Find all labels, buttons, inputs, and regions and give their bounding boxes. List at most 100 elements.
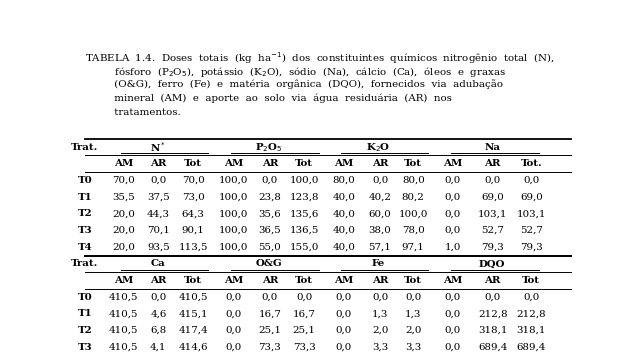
- Text: 44,3: 44,3: [147, 209, 170, 218]
- Text: Tot: Tot: [295, 276, 313, 285]
- Text: 37,5: 37,5: [147, 193, 170, 202]
- Text: 0,0: 0,0: [372, 293, 388, 302]
- Text: K$_2$O: K$_2$O: [367, 141, 390, 154]
- Text: T3: T3: [77, 226, 92, 235]
- Text: 0,0: 0,0: [150, 176, 166, 185]
- Text: 0,0: 0,0: [445, 209, 461, 218]
- Text: 35,5: 35,5: [112, 193, 135, 202]
- Text: 0,0: 0,0: [150, 293, 166, 302]
- Text: 97,1: 97,1: [402, 243, 425, 252]
- Text: 410,5: 410,5: [109, 293, 138, 302]
- Text: 57,1: 57,1: [369, 243, 392, 252]
- Text: 78,0: 78,0: [402, 226, 425, 235]
- Text: 0,0: 0,0: [445, 343, 461, 352]
- Text: 25,1: 25,1: [259, 326, 282, 335]
- Text: 212,8: 212,8: [478, 310, 508, 318]
- Text: 103,1: 103,1: [516, 209, 546, 218]
- Text: Fe: Fe: [372, 260, 385, 268]
- Text: T1: T1: [77, 193, 92, 202]
- Text: 64,3: 64,3: [182, 209, 205, 218]
- Text: 318,1: 318,1: [516, 326, 546, 335]
- Text: tratamentos.: tratamentos.: [85, 108, 180, 117]
- Text: fósforo  (P$_2$O$_5$),  potássio  (K$_2$O),  sódio  (Na),  cálcio  (Ca),  óleos : fósforo (P$_2$O$_5$), potássio (K$_2$O),…: [85, 65, 506, 79]
- Text: 20,0: 20,0: [112, 243, 135, 252]
- Text: Trat.: Trat.: [71, 260, 99, 268]
- Text: 0,0: 0,0: [226, 343, 242, 352]
- Text: 417,4: 417,4: [179, 326, 208, 335]
- Text: 23,8: 23,8: [259, 193, 282, 202]
- Text: 689,4: 689,4: [478, 343, 508, 352]
- Text: AM: AM: [224, 159, 243, 168]
- Text: 69,0: 69,0: [481, 193, 504, 202]
- Text: 52,7: 52,7: [481, 226, 504, 235]
- Text: 0,0: 0,0: [524, 293, 540, 302]
- Text: 100,0: 100,0: [219, 243, 248, 252]
- Text: Ca: Ca: [151, 260, 166, 268]
- Text: AR: AR: [150, 276, 166, 285]
- Text: 40,0: 40,0: [332, 226, 355, 235]
- Text: 410,5: 410,5: [109, 326, 138, 335]
- Text: 1,3: 1,3: [405, 310, 422, 318]
- Text: 0,0: 0,0: [336, 326, 352, 335]
- Text: 4,1: 4,1: [150, 343, 166, 352]
- Text: 4,6: 4,6: [150, 310, 166, 318]
- Text: 80,0: 80,0: [333, 176, 355, 185]
- Text: 113,5: 113,5: [179, 243, 208, 252]
- Text: 3,3: 3,3: [405, 343, 421, 352]
- Text: 55,0: 55,0: [259, 243, 282, 252]
- Text: 136,5: 136,5: [289, 226, 319, 235]
- Text: 38,0: 38,0: [369, 226, 392, 235]
- Text: T3: T3: [77, 343, 92, 352]
- Text: 689,4: 689,4: [516, 343, 546, 352]
- Text: 60,0: 60,0: [369, 209, 392, 218]
- Text: 16,7: 16,7: [259, 310, 282, 318]
- Text: AM: AM: [224, 276, 243, 285]
- Text: 410,5: 410,5: [109, 343, 138, 352]
- Text: AR: AR: [372, 159, 388, 168]
- Text: 6,8: 6,8: [150, 326, 166, 335]
- Text: Tot: Tot: [295, 159, 313, 168]
- Text: 0,0: 0,0: [524, 176, 540, 185]
- Text: 0,0: 0,0: [445, 226, 461, 235]
- Text: 2,0: 2,0: [372, 326, 388, 335]
- Text: TABELA  1.4.  Doses  totais  (kg  ha$^{-1}$)  dos  constituintes  químicos  nitr: TABELA 1.4. Doses totais (kg ha$^{-1}$) …: [85, 50, 555, 66]
- Text: 0,0: 0,0: [445, 293, 461, 302]
- Text: 80,0: 80,0: [402, 176, 425, 185]
- Text: 79,3: 79,3: [481, 243, 504, 252]
- Text: 73,0: 73,0: [182, 193, 204, 202]
- Text: 20,0: 20,0: [112, 226, 135, 235]
- Text: 100,0: 100,0: [219, 209, 248, 218]
- Text: 0,0: 0,0: [445, 326, 461, 335]
- Text: AR: AR: [372, 276, 388, 285]
- Text: 100,0: 100,0: [289, 176, 319, 185]
- Text: 36,5: 36,5: [259, 226, 282, 235]
- Text: 1,0: 1,0: [445, 243, 461, 252]
- Text: 90,1: 90,1: [182, 226, 205, 235]
- Text: 2,0: 2,0: [405, 326, 422, 335]
- Text: (O&G),  ferro  (Fe)  e  matéria  orgânica  (DQO),  fornecidos  via  adubação: (O&G), ferro (Fe) e matéria orgânica (DQ…: [85, 79, 503, 89]
- Text: Tot: Tot: [404, 159, 422, 168]
- Text: Tot: Tot: [184, 276, 202, 285]
- Text: 0,0: 0,0: [296, 293, 312, 302]
- Text: T2: T2: [77, 209, 92, 218]
- Text: 40,0: 40,0: [332, 209, 355, 218]
- Text: 212,8: 212,8: [516, 310, 546, 318]
- Text: Trat.: Trat.: [71, 143, 99, 152]
- Text: AM: AM: [334, 159, 353, 168]
- Text: Tot.: Tot.: [520, 159, 542, 168]
- Text: 73,3: 73,3: [293, 343, 316, 352]
- Text: 0,0: 0,0: [372, 176, 388, 185]
- Text: 135,6: 135,6: [289, 209, 319, 218]
- Text: mineral  (AM)  e  aporte  ao  solo  via  água  residuária  (AR)  nos: mineral (AM) e aporte ao solo via água r…: [85, 94, 452, 103]
- Text: 0,0: 0,0: [226, 326, 242, 335]
- Text: 0,0: 0,0: [445, 176, 461, 185]
- Text: 70,0: 70,0: [182, 176, 204, 185]
- Text: T0: T0: [77, 293, 92, 302]
- Text: 0,0: 0,0: [336, 293, 352, 302]
- Text: 123,8: 123,8: [289, 193, 319, 202]
- Text: AR: AR: [484, 276, 501, 285]
- Text: 1,3: 1,3: [372, 310, 388, 318]
- Text: 410,5: 410,5: [109, 310, 138, 318]
- Text: 16,7: 16,7: [292, 310, 316, 318]
- Text: 80,2: 80,2: [402, 193, 425, 202]
